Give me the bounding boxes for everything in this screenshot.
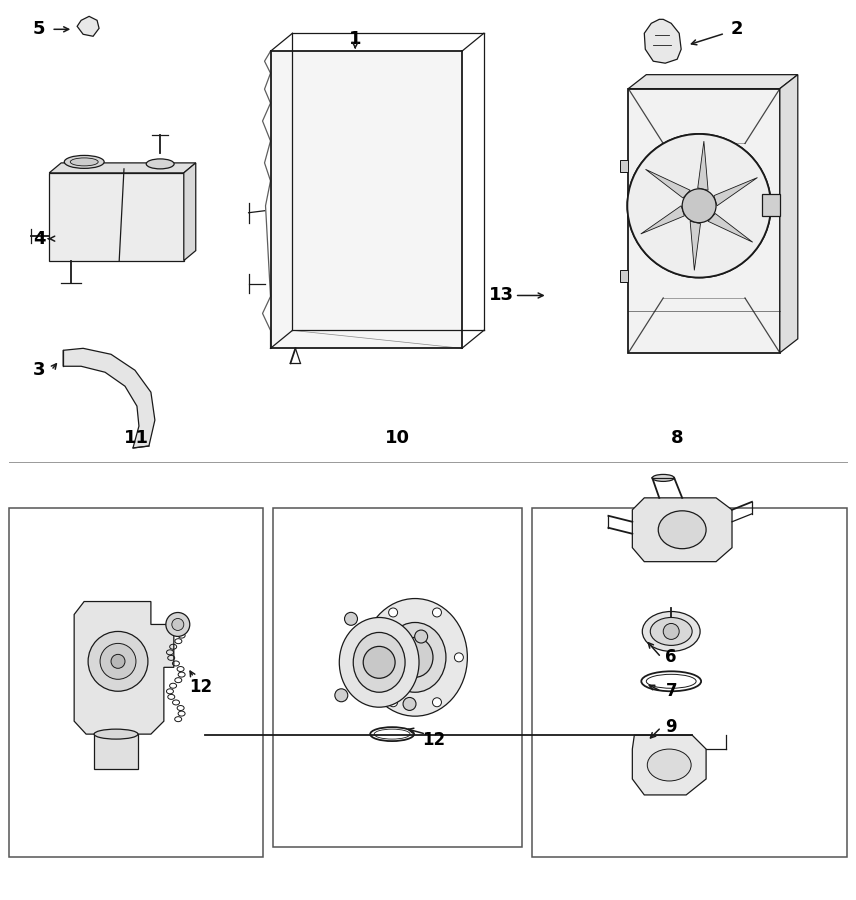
Polygon shape (50, 173, 184, 261)
Circle shape (682, 189, 716, 222)
Ellipse shape (647, 749, 691, 781)
Circle shape (363, 646, 395, 679)
Text: 1: 1 (349, 31, 361, 49)
Circle shape (432, 698, 442, 706)
Circle shape (663, 624, 679, 639)
Circle shape (111, 654, 125, 669)
Circle shape (403, 698, 416, 710)
Text: 12: 12 (189, 679, 212, 697)
Bar (532, 508, 847, 857)
Ellipse shape (658, 511, 706, 549)
Circle shape (389, 698, 397, 706)
Circle shape (432, 608, 442, 617)
Ellipse shape (339, 617, 419, 707)
Polygon shape (641, 206, 684, 234)
Polygon shape (628, 88, 780, 353)
Ellipse shape (651, 617, 693, 645)
Circle shape (389, 608, 397, 617)
Circle shape (344, 612, 358, 625)
Bar (621, 160, 628, 172)
Circle shape (414, 630, 428, 643)
Circle shape (88, 632, 148, 691)
Polygon shape (628, 75, 798, 88)
Text: 10: 10 (384, 429, 410, 447)
Bar (9, 508, 263, 857)
Ellipse shape (642, 611, 700, 652)
Ellipse shape (652, 474, 675, 482)
Ellipse shape (397, 637, 433, 678)
Polygon shape (184, 163, 196, 261)
Bar (272, 508, 521, 847)
Ellipse shape (70, 158, 98, 166)
Circle shape (366, 652, 376, 662)
Circle shape (166, 613, 190, 636)
Polygon shape (780, 75, 798, 353)
Polygon shape (50, 163, 196, 173)
Circle shape (335, 688, 348, 702)
Ellipse shape (94, 729, 138, 739)
Text: 12: 12 (422, 731, 445, 749)
Ellipse shape (384, 623, 446, 692)
Polygon shape (698, 141, 708, 190)
Ellipse shape (146, 159, 174, 169)
Polygon shape (633, 498, 732, 562)
Polygon shape (74, 601, 174, 734)
Text: 13: 13 (490, 286, 514, 304)
Text: 5: 5 (33, 21, 45, 39)
Text: 4: 4 (33, 230, 45, 248)
Text: 6: 6 (665, 648, 677, 666)
Polygon shape (690, 221, 700, 270)
Text: 2: 2 (731, 21, 743, 39)
Text: 3: 3 (33, 361, 45, 379)
Polygon shape (645, 169, 690, 198)
Ellipse shape (363, 598, 467, 716)
Polygon shape (708, 213, 752, 242)
Polygon shape (645, 19, 681, 63)
Polygon shape (94, 734, 138, 769)
Text: 7: 7 (665, 682, 677, 700)
Ellipse shape (354, 633, 405, 692)
Polygon shape (77, 16, 99, 36)
Polygon shape (270, 51, 462, 348)
Polygon shape (63, 348, 155, 448)
Text: 11: 11 (123, 429, 148, 447)
Bar (762, 194, 780, 216)
Circle shape (455, 652, 463, 662)
Bar (621, 270, 628, 282)
Text: 9: 9 (665, 718, 677, 736)
Circle shape (172, 618, 184, 630)
Circle shape (100, 644, 136, 680)
Text: 8: 8 (671, 429, 683, 447)
Polygon shape (714, 177, 758, 206)
Ellipse shape (64, 156, 104, 168)
Circle shape (627, 134, 771, 277)
Polygon shape (633, 735, 706, 795)
